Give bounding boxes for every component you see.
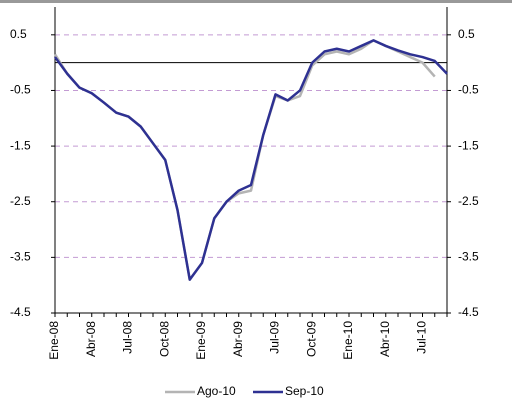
y2-tick-label: -1.5	[458, 138, 479, 152]
y2-tick-label: -3.5	[458, 250, 479, 264]
y2-tick-label: -0.5	[458, 83, 479, 97]
x-tick-label: Ene-08	[47, 321, 61, 360]
y-tick-label: -0.5	[10, 83, 31, 97]
series-line	[53, 39, 436, 281]
x-tick-label: Abr-09	[231, 321, 245, 357]
legend-label: Ago-10	[197, 384, 236, 398]
y2-tick-label: -2.5	[458, 194, 479, 208]
x-tick-label: Abr-10	[378, 321, 392, 357]
x-tick-label: Ene-10	[341, 321, 355, 360]
x-tick-label: Jul-08	[121, 321, 135, 354]
x-tick-label: Oct-08	[157, 321, 171, 357]
x-tick-label: Jul-09	[268, 321, 282, 354]
y2-tick-label: 0.5	[458, 27, 475, 41]
y-tick-label: 0.5	[10, 27, 27, 41]
y-tick-label: -2.5	[10, 194, 31, 208]
legend-label: Sep-10	[285, 384, 324, 398]
y-tick-label: -3.5	[10, 250, 31, 264]
y-tick-label: -1.5	[10, 138, 31, 152]
x-tick-label: Ene-09	[194, 321, 208, 360]
top-border	[0, 0, 512, 3]
y-tick-label: -4.5	[10, 305, 31, 319]
x-tick-label: Oct-09	[304, 321, 318, 357]
x-tick-label: Jul-10	[415, 321, 429, 354]
y2-tick-label: -4.5	[458, 305, 479, 319]
x-tick-label: Abr-08	[84, 321, 98, 357]
series-line	[53, 39, 448, 281]
